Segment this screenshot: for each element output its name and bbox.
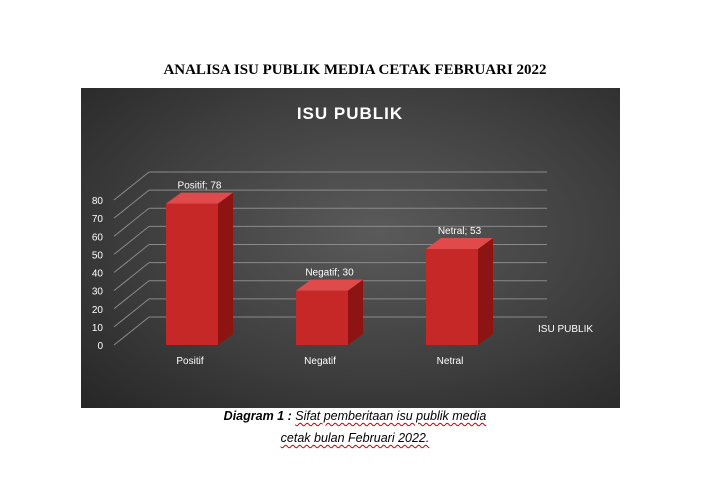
bar-front — [426, 248, 478, 345]
y-tick-label: 30 — [92, 287, 104, 298]
y-tick-label: 80 — [92, 196, 104, 207]
x-tick-label: Negatif — [304, 356, 336, 367]
bar-side — [348, 279, 363, 345]
y-tick-label: 50 — [92, 250, 104, 261]
data-label: Netral; 53 — [438, 226, 482, 237]
caption-label: Diagram 1 — [223, 409, 285, 423]
caption-text: Sifat pemberitaan isu publik media — [295, 409, 487, 423]
bar-positif — [166, 192, 233, 345]
bar-top — [296, 279, 363, 291]
bar-chart: ISU PUBLIK 0 10 20 30 40 50 60 70 80 Positif; 78… — [92, 104, 593, 367]
document-title: ANALISA ISU PUBLIK MEDIA CETAK FEBRUARI … — [163, 62, 547, 78]
x-tick-label: Positif — [176, 356, 203, 367]
y-tick-label: 40 — [92, 269, 104, 280]
data-label: Positif; 78 — [178, 181, 222, 192]
gridline — [113, 189, 150, 219]
chart-title: ISU PUBLIK — [297, 104, 403, 123]
gridline — [113, 262, 150, 292]
y-tick-label: 0 — [97, 341, 103, 352]
y-axis-ticks: 0 10 20 30 40 50 60 70 80 — [92, 196, 104, 352]
gridline — [113, 280, 150, 310]
caption-text-2: cetak bulan Februari 2022. — [280, 431, 430, 445]
bar-front — [166, 203, 218, 345]
bars — [166, 192, 493, 345]
gridline — [113, 316, 150, 346]
bar-top — [426, 237, 493, 249]
caption-colon: : — [284, 409, 296, 423]
gridline — [113, 225, 150, 255]
x-axis-ticks: Positif Negatif Netral — [176, 356, 463, 367]
gridline — [113, 171, 150, 201]
bar-front — [296, 290, 348, 345]
y-tick-label: 20 — [92, 305, 104, 316]
data-labels: Positif; 78 Negatif; 30 Netral; 53 — [178, 181, 482, 279]
data-label: Negatif; 30 — [305, 268, 354, 279]
bar-side — [478, 237, 493, 345]
legend-entry: ISU PUBLIK — [538, 324, 593, 335]
figure-caption-line-1: Diagram 1 : Sifat pemberitaan isu publik… — [0, 409, 710, 423]
figure-caption-line-2: cetak bulan Februari 2022. — [0, 431, 710, 445]
y-tick-label: 60 — [92, 232, 104, 243]
y-tick-label: 70 — [92, 214, 104, 225]
y-tick-label: 10 — [92, 323, 104, 334]
gridline — [113, 207, 150, 237]
gridline — [113, 298, 150, 328]
bar-side — [218, 192, 233, 345]
chart-area: ISU PUBLIK 0 10 20 30 40 50 60 70 80 Positif; 78… — [81, 88, 620, 408]
x-tick-label: Netral — [437, 356, 464, 367]
bar-netral — [426, 237, 493, 345]
bar-top — [166, 192, 233, 204]
bar-negatif — [296, 279, 363, 345]
gridline — [113, 244, 150, 273]
